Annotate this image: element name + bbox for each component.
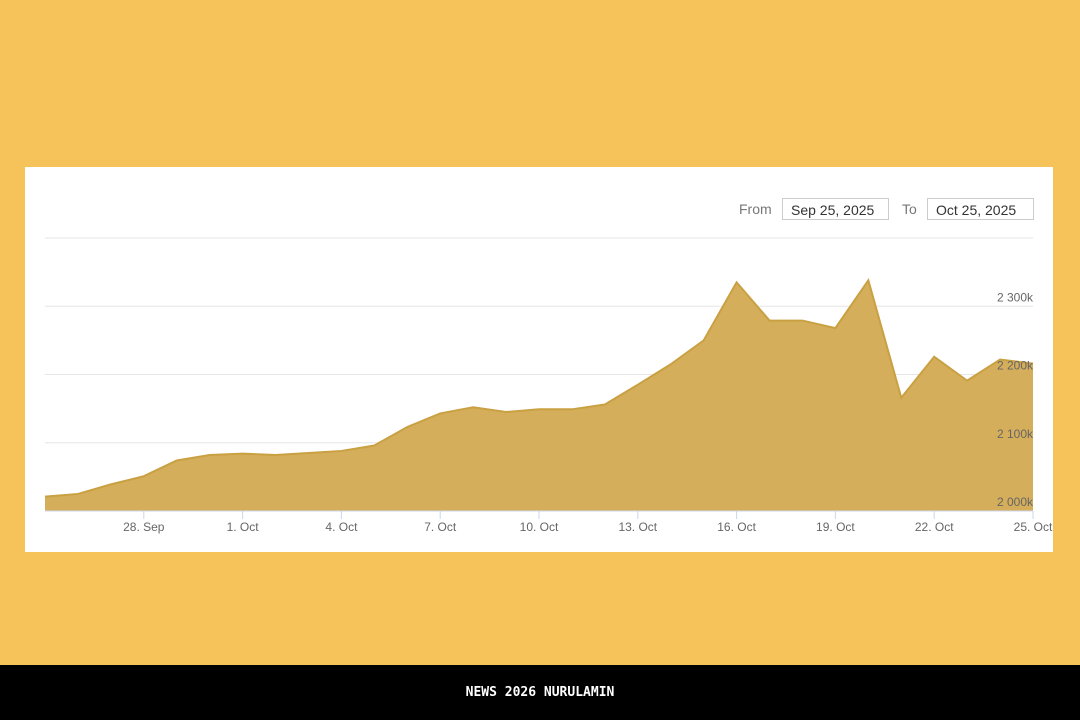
footer: NEWS 2026 NURULAMIN	[0, 665, 1080, 720]
y-tick-label: 2 100k	[997, 427, 1034, 441]
x-tick-label: 16. Oct	[717, 520, 756, 534]
x-tick-label: 7. Oct	[424, 520, 457, 534]
x-tick-label: 1. Oct	[227, 520, 260, 534]
x-tick-label: 28. Sep	[123, 520, 165, 534]
x-tick-label: 4. Oct	[325, 520, 358, 534]
x-tick-label: 13. Oct	[618, 520, 657, 534]
from-label: From	[739, 201, 772, 217]
x-tick-label: 19. Oct	[816, 520, 855, 534]
area	[45, 280, 1033, 511]
x-tick-label: 22. Oct	[915, 520, 954, 534]
y-tick-label: 2 000k	[997, 495, 1034, 509]
from-input[interactable]: Sep 25, 2025	[782, 198, 889, 220]
area-line	[44, 277, 1034, 498]
to-input[interactable]: Oct 25, 2025	[927, 198, 1034, 220]
x-tick-label: 25. Oct	[1014, 520, 1053, 534]
x-tick-label: 10. Oct	[520, 520, 559, 534]
y-tick-label: 2 300k	[997, 290, 1034, 304]
y-tick-label: 2 200k	[997, 359, 1034, 373]
to-label: To	[902, 201, 917, 217]
